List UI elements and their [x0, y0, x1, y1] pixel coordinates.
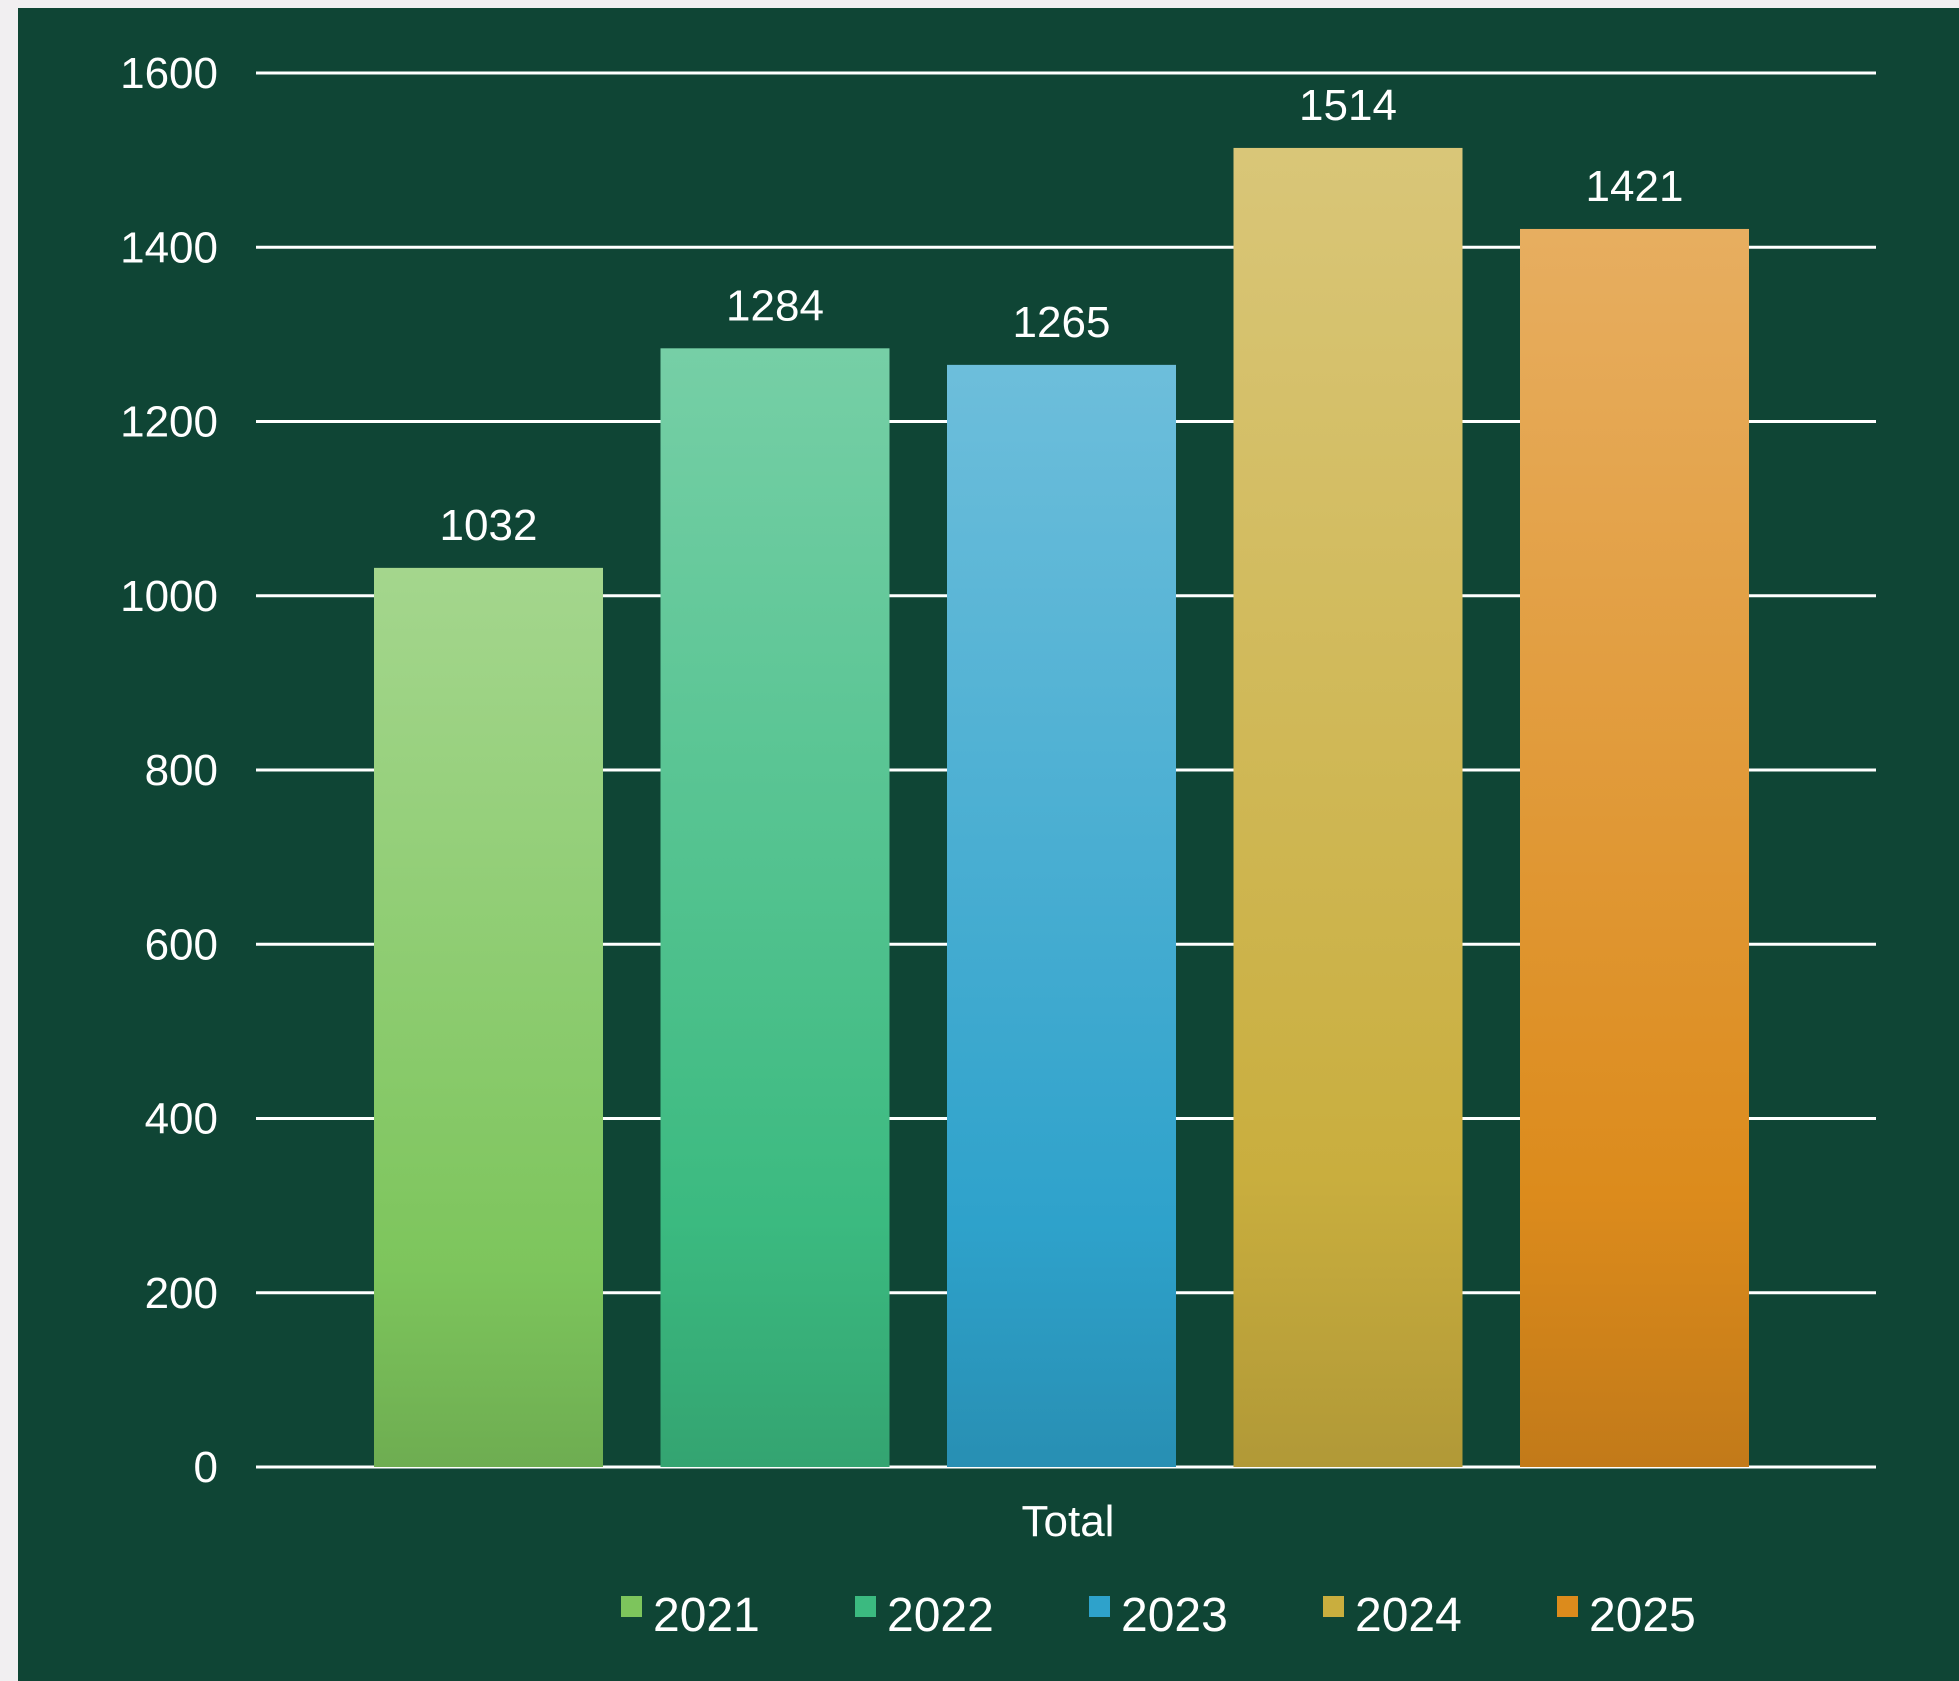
legend-label-2023: 2023	[1121, 1589, 1228, 1642]
y-tick-label: 200	[145, 1269, 218, 1318]
bar-2021	[374, 567, 603, 1467]
data-labels: 1032 1284 1265 1514 1421	[440, 81, 1684, 550]
legend-swatch-2024	[1323, 1596, 1344, 1617]
legend-swatch-2021	[621, 1596, 642, 1617]
bar-2022	[660, 348, 890, 1468]
legend-label-2021: 2021	[653, 1589, 760, 1642]
bars	[374, 147, 1749, 1468]
data-label-2022: 1284	[726, 281, 824, 330]
data-label-2023: 1265	[1013, 298, 1111, 347]
bar-chart: 0 200 400 600 800 1000 1200 1400 1600 1032 1284 12…	[120, 49, 1876, 1642]
legend-swatch-2022	[855, 1596, 876, 1617]
data-label-2025: 1421	[1586, 162, 1684, 211]
y-tick-label: 400	[145, 1095, 218, 1144]
y-tick-label: 1000	[120, 572, 218, 621]
y-tick-label: 800	[145, 746, 218, 795]
y-tick-label: 1200	[120, 398, 218, 447]
bar-2023	[947, 364, 1176, 1467]
legend: 2021 2022 2023 2024 2025	[621, 1589, 1696, 1642]
legend-swatch-2023	[1089, 1596, 1110, 1617]
y-tick-label: 600	[145, 920, 218, 969]
legend-swatch-2025	[1557, 1596, 1578, 1617]
y-tick-label: 0	[194, 1443, 218, 1492]
legend-label-2024: 2024	[1355, 1589, 1462, 1642]
x-category-label: Total	[1022, 1497, 1115, 1546]
bar-2025	[1520, 228, 1749, 1468]
data-label-2024: 1514	[1299, 81, 1397, 130]
bar-2024	[1233, 147, 1463, 1468]
legend-label-2025: 2025	[1589, 1589, 1696, 1642]
y-tick-label: 1400	[120, 223, 218, 272]
chart-panel: 0 200 400 600 800 1000 1200 1400 1600 1032 1284 12…	[18, 8, 1959, 1681]
legend-label-2022: 2022	[887, 1589, 994, 1642]
y-tick-label: 1600	[120, 49, 218, 98]
data-label-2021: 1032	[440, 501, 538, 550]
y-axis-ticks: 0 200 400 600 800 1000 1200 1400 1600	[120, 49, 218, 1492]
